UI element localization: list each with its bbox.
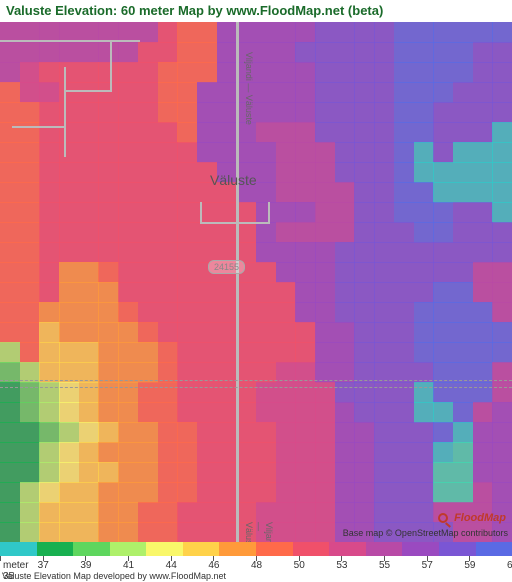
elevation-map[interactable]: Väluste Viljandi — Väluste Viljandi — Vä… <box>0 22 512 542</box>
place-label: Väluste <box>210 172 257 188</box>
page: Valuste Elevation: 60 meter Map by www.F… <box>0 0 512 582</box>
legend-colorbar <box>0 542 512 556</box>
osm-attribution: Base map © OpenStreetMap contributors <box>343 528 508 538</box>
road-label-south: Viljandi — Väluste <box>244 522 274 542</box>
logo-text: FloodMap <box>454 512 506 524</box>
legend-ticks: Valuste Elevation Map developed by www.F… <box>0 556 512 582</box>
dev-attribution: Valuste Elevation Map developed by www.F… <box>2 571 226 581</box>
floodmap-logo: FloodMap <box>438 511 506 524</box>
legend: Valuste Elevation Map developed by www.F… <box>0 542 512 582</box>
road-label-north: Viljandi — Väluste <box>244 52 254 125</box>
route-badge: 24155 <box>208 260 245 274</box>
page-title: Valuste Elevation: 60 meter Map by www.F… <box>0 0 512 22</box>
